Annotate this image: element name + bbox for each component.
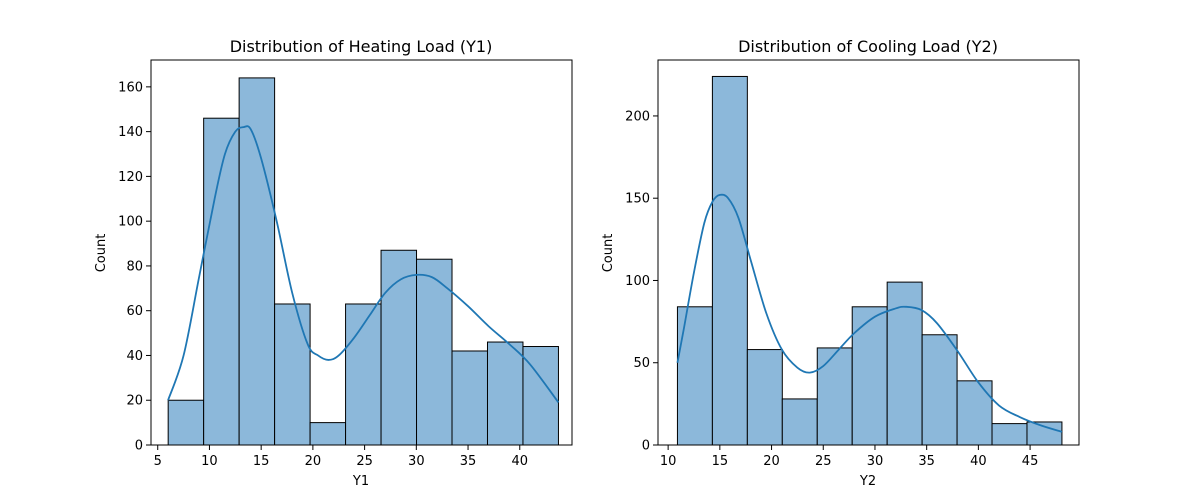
- x-tick-label: 15: [712, 454, 729, 469]
- histogram-bar: [991, 423, 1028, 446]
- heating-load-histogram: Distribution of Heating Load (Y1) 5 10 15 2…: [94, 37, 573, 489]
- x-tick-label: 30: [408, 454, 425, 469]
- histogram-bar: [380, 249, 418, 446]
- histogram-bar: [711, 75, 748, 446]
- kde-line: [676, 193, 1063, 433]
- x-tick-label: 20: [763, 454, 780, 469]
- x-tick-label: 25: [356, 454, 373, 469]
- histogram-bar: [486, 341, 524, 446]
- y-tick-label: 140: [118, 125, 143, 140]
- histogram-bar: [451, 350, 488, 446]
- histogram-bar: [816, 347, 853, 446]
- x-tick-label: 35: [460, 454, 477, 469]
- chart-title: Distribution of Cooling Load (Y2): [738, 37, 998, 56]
- histogram-bar: [167, 399, 205, 446]
- histogram-bar: [238, 77, 276, 446]
- x-tick-label: 40: [970, 454, 987, 469]
- x-tick-label: 10: [660, 454, 677, 469]
- histogram-bar: [956, 380, 993, 446]
- histogram-bar: [676, 306, 713, 446]
- histogram-bar: [203, 117, 240, 446]
- histogram-bar: [746, 349, 783, 446]
- x-axis-label: Y1: [352, 474, 369, 489]
- y-tick-label: 40: [126, 349, 143, 364]
- y-tick-label: 200: [625, 109, 650, 124]
- y-tick-label: 60: [126, 304, 143, 319]
- histogram-bar: [851, 306, 888, 446]
- histogram-bar: [781, 398, 818, 446]
- plot-frame: [150, 59, 573, 446]
- chart-title: Distribution of Heating Load (Y1): [230, 37, 493, 56]
- y-tick-label: 0: [642, 439, 650, 454]
- histogram-bar: [309, 422, 347, 446]
- y-tick-label: 100: [118, 215, 143, 230]
- x-tick-label: 10: [201, 454, 218, 469]
- x-tick-label: 20: [305, 454, 322, 469]
- x-axis-label: Y2: [859, 474, 876, 489]
- x-tick-label: 5: [154, 454, 162, 469]
- y-tick-label: 20: [126, 394, 143, 409]
- x-tick-label: 45: [1022, 454, 1039, 469]
- x-tick-label: 30: [867, 454, 884, 469]
- histogram-bar: [274, 303, 311, 446]
- y-tick-label: 120: [118, 170, 143, 185]
- y-tick-label: 160: [118, 80, 143, 95]
- x-tick-label: 15: [253, 454, 270, 469]
- histogram-bar: [1026, 421, 1063, 446]
- histogram-bar: [345, 303, 382, 446]
- x-tick-label: 40: [511, 454, 528, 469]
- plot-frame: [657, 59, 1080, 446]
- y-tick-label: 80: [126, 259, 143, 274]
- cooling-load-histogram: Distribution of Cooling Load (Y2) 10 15 20…: [601, 37, 1080, 489]
- x-tick-label: 25: [815, 454, 832, 469]
- y-tick-label: 50: [633, 356, 650, 371]
- x-tick-label: 35: [918, 454, 935, 469]
- y-axis-label: Count: [94, 234, 109, 273]
- y-axis-label: Count: [601, 234, 616, 273]
- histogram-bar: [921, 334, 958, 446]
- y-tick-label: 0: [135, 439, 143, 454]
- y-tick-label: 150: [625, 192, 650, 207]
- y-tick-label: 100: [625, 274, 650, 289]
- kde-line: [167, 125, 560, 404]
- histogram-bar: [416, 258, 453, 446]
